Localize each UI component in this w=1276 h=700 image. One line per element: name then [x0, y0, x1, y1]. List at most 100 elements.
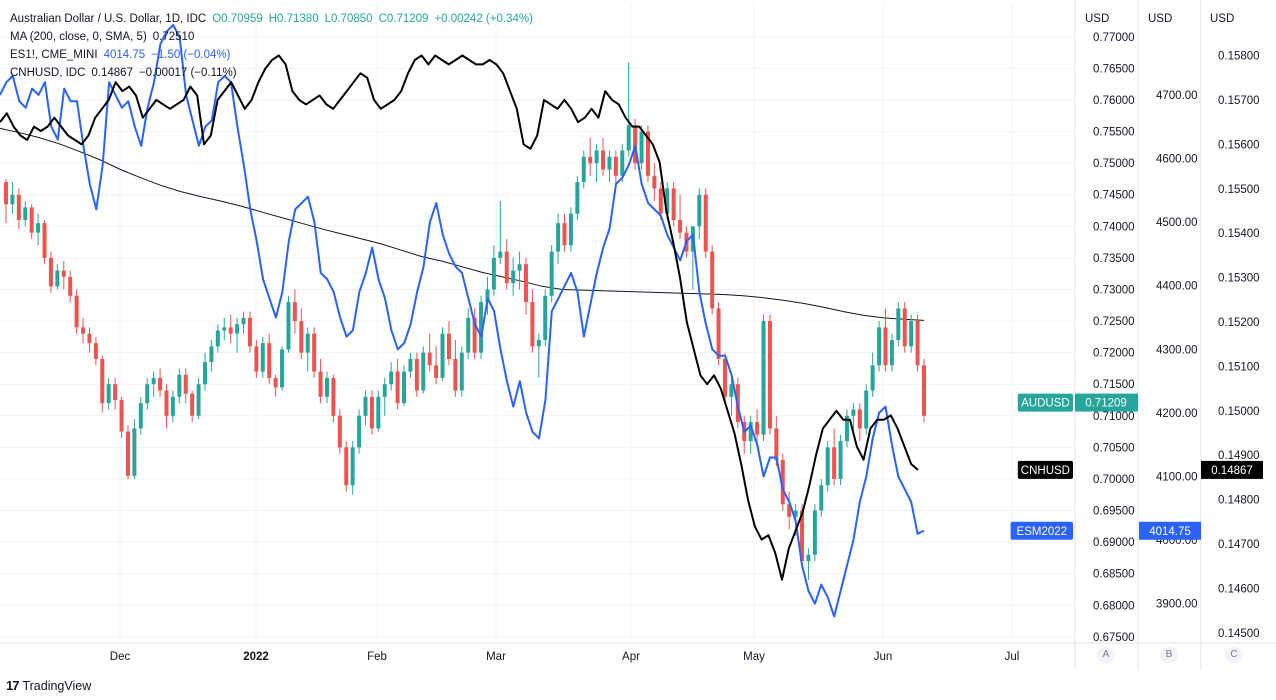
candle	[556, 213, 561, 265]
axis-a-button[interactable]: A	[1097, 647, 1115, 663]
candle	[350, 441, 355, 495]
candle	[594, 144, 599, 183]
candle-body	[485, 289, 490, 303]
candle-body	[389, 371, 394, 385]
axis-b-tick: 4300.00	[1156, 344, 1198, 356]
candles	[4, 62, 926, 580]
candle-body	[344, 447, 349, 486]
candle	[61, 261, 66, 290]
candle	[376, 390, 381, 432]
candle	[601, 137, 606, 176]
axis-c-tick: 0.14900	[1218, 450, 1260, 462]
candle-body	[247, 317, 252, 347]
candle	[511, 257, 516, 296]
candle	[562, 213, 567, 252]
candle	[183, 368, 188, 404]
candle-body	[434, 365, 439, 378]
candle-body	[915, 321, 920, 366]
candle-body	[601, 150, 606, 170]
candle-body	[42, 223, 47, 258]
time-axis[interactable]: Dec 2022 Feb Mar Apr May Jun Jul	[110, 651, 1020, 663]
candle-body	[369, 396, 374, 429]
candle-body	[324, 377, 329, 397]
candle	[235, 317, 240, 353]
axis-b-button[interactable]: B	[1160, 647, 1178, 663]
candle-body	[273, 377, 278, 388]
candle	[222, 317, 227, 340]
cnh-line	[0, 54, 919, 581]
axis-c-tick: 0.15200	[1218, 317, 1260, 329]
axis-c-tick: 0.15500	[1218, 184, 1260, 196]
candle	[748, 415, 753, 454]
candle-body	[151, 377, 156, 385]
es-label-name-bg	[1010, 521, 1073, 540]
candle	[613, 150, 618, 189]
candle	[125, 425, 130, 479]
candle-body	[922, 365, 926, 416]
candle-body	[780, 460, 785, 505]
candle-body	[755, 422, 760, 435]
candle	[787, 491, 792, 530]
candle	[299, 308, 304, 359]
candle-body	[286, 302, 291, 350]
candle	[671, 182, 676, 227]
candle-body	[678, 220, 683, 233]
candle	[331, 374, 336, 423]
candle	[780, 453, 785, 511]
candle-body	[93, 343, 98, 359]
candle	[703, 188, 708, 258]
candle	[536, 333, 541, 378]
axis-a-tick: 0.73000	[1093, 284, 1135, 296]
candle	[203, 352, 207, 391]
candle	[318, 358, 323, 404]
candle-body	[844, 415, 849, 442]
candle	[485, 276, 490, 315]
candle-body	[68, 276, 73, 296]
candle	[177, 368, 182, 404]
candle	[395, 358, 400, 410]
price-axes[interactable]: USD 0.77000 0.76500 0.76000 0.75500 0.75000 0.…	[0, 0, 1276, 670]
axis-a-tick: 0.68000	[1093, 600, 1135, 612]
candle-body	[183, 374, 188, 394]
es-line	[0, 24, 925, 618]
candle	[504, 238, 509, 290]
candle	[48, 251, 53, 293]
axis-c-tick: 0.15400	[1218, 228, 1260, 240]
candle-body	[357, 415, 362, 448]
candle-body	[100, 358, 105, 404]
candle-body	[312, 333, 317, 372]
time-label: Jun	[874, 651, 893, 663]
tradingview-footer[interactable]: 17 TradingView	[6, 678, 91, 693]
candle-body	[190, 393, 195, 416]
candle	[74, 289, 79, 334]
candle-body	[626, 125, 631, 151]
candle	[440, 327, 445, 382]
cnh-path	[0, 54, 919, 581]
candle	[23, 201, 28, 227]
candle-body	[203, 362, 207, 385]
candle-body	[851, 409, 856, 416]
candle	[498, 201, 503, 265]
cnh-label-name: CNHUSD	[1021, 465, 1070, 477]
candle-body	[549, 251, 554, 296]
candle-body	[125, 431, 130, 476]
axis-b-tick: 4100.00	[1156, 472, 1198, 484]
candle-body	[832, 447, 837, 479]
candle	[710, 245, 715, 315]
candle	[819, 478, 824, 517]
candle	[113, 377, 118, 410]
candle	[530, 289, 535, 353]
candle-body	[793, 510, 798, 517]
es-value: 4014.75	[1149, 526, 1191, 538]
axis-b-tick: 4700.00	[1156, 90, 1198, 102]
candle	[414, 352, 419, 397]
candle-body	[350, 447, 355, 486]
candle	[164, 384, 169, 429]
axis-b-tick: 4400.00	[1156, 281, 1198, 293]
axis-c-button[interactable]: C	[1225, 647, 1243, 663]
tradingview-logo-icon: 17	[6, 678, 20, 693]
candle	[658, 182, 663, 220]
axis-a-tick: 0.70000	[1093, 474, 1135, 486]
candle-body	[177, 374, 182, 397]
